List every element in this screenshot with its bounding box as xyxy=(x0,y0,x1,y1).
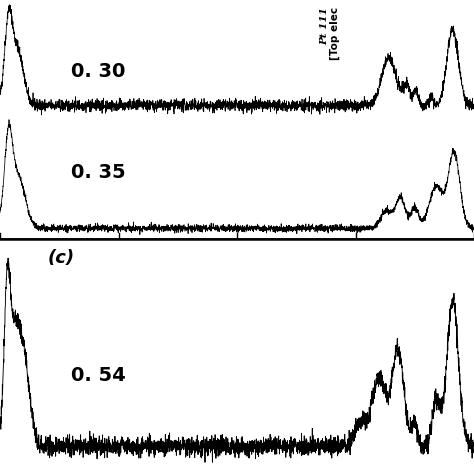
Text: 0. 30: 0. 30 xyxy=(71,62,126,82)
Text: [Top elec: [Top elec xyxy=(329,7,340,60)
Text: Pt 111: Pt 111 xyxy=(320,7,329,45)
Text: (c): (c) xyxy=(47,249,74,267)
Text: 0. 35: 0. 35 xyxy=(71,163,126,182)
Text: 0. 54: 0. 54 xyxy=(71,366,126,385)
